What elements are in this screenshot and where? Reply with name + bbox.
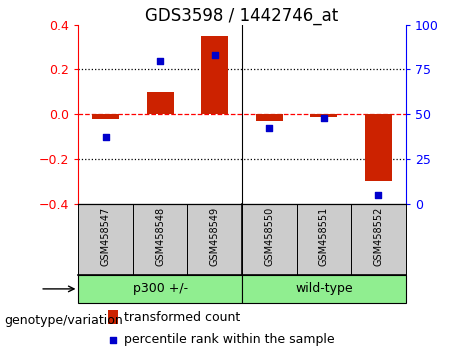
Bar — [201, 36, 228, 114]
Bar — [242, 204, 296, 275]
Point — [320, 115, 327, 121]
Bar — [310, 114, 337, 118]
Text: GSM458550: GSM458550 — [264, 207, 274, 266]
Point — [109, 337, 117, 343]
Bar — [78, 204, 133, 275]
Bar — [296, 204, 351, 275]
Text: GSM458551: GSM458551 — [319, 207, 329, 266]
Point — [375, 192, 382, 198]
Bar — [133, 204, 188, 275]
Text: p300 +/-: p300 +/- — [133, 282, 188, 295]
Bar — [365, 114, 392, 181]
Point — [211, 52, 219, 58]
Bar — [78, 275, 242, 303]
Title: GDS3598 / 1442746_at: GDS3598 / 1442746_at — [145, 7, 339, 25]
Point — [102, 135, 109, 140]
Bar — [351, 204, 406, 275]
Text: genotype/variation: genotype/variation — [5, 314, 124, 327]
Bar — [256, 114, 283, 121]
Text: GSM458547: GSM458547 — [100, 207, 111, 266]
Bar — [147, 92, 174, 114]
Text: GSM458548: GSM458548 — [155, 207, 165, 266]
Text: transformed count: transformed count — [124, 310, 241, 324]
Text: percentile rank within the sample: percentile rank within the sample — [124, 333, 335, 347]
Bar — [188, 204, 242, 275]
Point — [266, 126, 273, 131]
Text: wild-type: wild-type — [295, 282, 353, 295]
Bar — [242, 275, 406, 303]
Text: GSM458549: GSM458549 — [210, 207, 220, 266]
Bar — [108, 310, 118, 324]
Bar — [92, 114, 119, 119]
Text: GSM458552: GSM458552 — [373, 207, 384, 267]
Point — [157, 58, 164, 63]
